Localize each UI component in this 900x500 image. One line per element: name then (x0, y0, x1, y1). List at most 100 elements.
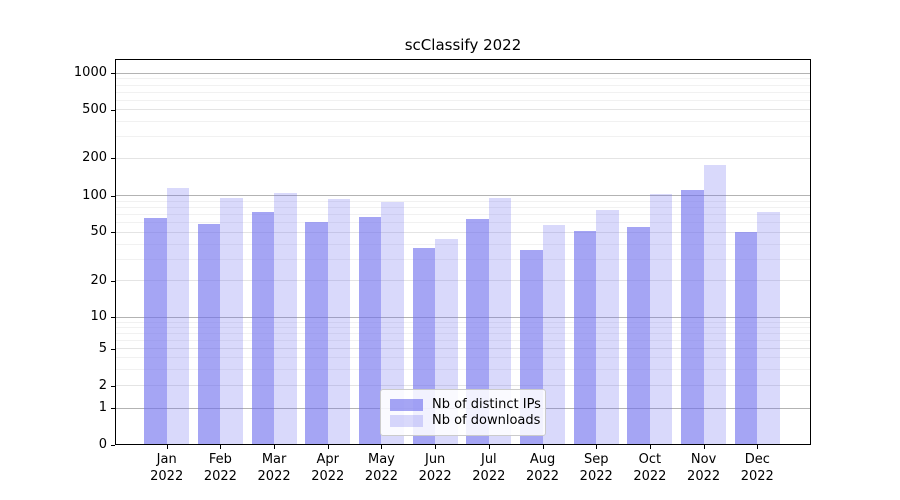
gridline-major-2 (115, 385, 811, 387)
y-tick-label-50: 50 (90, 224, 107, 240)
bar-nov-distinct-ips (681, 189, 704, 445)
gridline-major-100 (115, 195, 811, 197)
bar-mar-downloads (274, 192, 297, 445)
y-tick-label-2: 2 (98, 377, 107, 393)
legend-item-downloads: Nb of downloads (390, 413, 540, 428)
gridline-major-20 (115, 280, 811, 282)
legend-swatch-downloads (390, 414, 423, 427)
bar-jul-downloads (488, 198, 512, 445)
gridline-minor-30 (115, 258, 811, 260)
gridline-major-5 (115, 348, 811, 350)
gridline-minor-700 (115, 91, 811, 93)
y-tick-label-20: 20 (90, 272, 107, 288)
y-tick-mark-100 (111, 195, 115, 197)
legend-label-downloads: Nb of downloads (432, 413, 541, 428)
gridline-major-500 (115, 109, 811, 111)
legend-label-distinct-ips: Nb of distinct IPs (432, 397, 541, 412)
bar-dec-distinct-ips (734, 232, 758, 445)
gridline-major-50 (115, 231, 811, 233)
x-tick-mark-jul (488, 445, 490, 449)
gridline-minor-6 (115, 340, 811, 342)
gridline-minor-900 (115, 78, 811, 80)
y-tick-label-1000: 1000 (73, 65, 107, 81)
bar-feb-downloads (220, 197, 243, 445)
gridline-minor-70 (115, 214, 811, 216)
chart-title: scClassify 2022 (404, 36, 522, 54)
bar-may-downloads (381, 201, 404, 445)
bar-nov-downloads (703, 164, 727, 445)
x-tick-mark-jun (435, 445, 437, 449)
bar-apr-downloads (327, 198, 351, 445)
x-tick-mark-aug (542, 445, 544, 449)
bar-oct-distinct-ips (627, 227, 650, 445)
gridline-minor-80 (115, 206, 811, 208)
y-tick-mark-1000 (111, 73, 115, 75)
gridlines-layer (115, 59, 811, 445)
y-tick-label-5: 5 (98, 340, 107, 356)
bar-aug-downloads (542, 225, 566, 445)
bar-sep-downloads (596, 209, 619, 445)
y-tick-label-10: 10 (90, 309, 107, 325)
bar-sep-distinct-ips (573, 231, 597, 445)
x-tick-label-may: May 2022 (364, 452, 398, 484)
gridline-major-200 (115, 157, 811, 159)
x-tick-label-jul: Jul 2022 (472, 452, 506, 484)
bar-mar-distinct-ips (251, 211, 275, 445)
x-tick-mark-oct (649, 445, 651, 449)
gridline-major-10 (115, 316, 811, 318)
gridline-minor-40 (115, 243, 811, 245)
bar-oct-downloads (649, 193, 673, 445)
gridline-minor-9 (115, 321, 811, 323)
bar-jan-downloads (166, 188, 190, 445)
y-tick-label-100: 100 (82, 187, 107, 203)
y-tick-mark-20 (111, 280, 115, 282)
gridline-minor-3 (115, 368, 811, 370)
x-tick-mark-dec (757, 445, 759, 449)
x-tick-label-feb: Feb 2022 (203, 452, 237, 484)
x-tick-label-oct: Oct 2022 (633, 452, 667, 484)
x-tick-label-apr: Apr 2022 (311, 452, 345, 484)
bar-apr-distinct-ips (305, 221, 328, 445)
y-tick-mark-10 (111, 317, 115, 319)
y-tick-mark-500 (111, 109, 115, 111)
y-tick-mark-1 (111, 408, 115, 410)
gridline-major-1000 (115, 72, 811, 74)
y-tick-mark-2 (111, 385, 115, 387)
x-tick-mark-feb (220, 445, 222, 449)
x-tick-mark-nov (703, 445, 705, 449)
y-tick-label-200: 200 (82, 150, 107, 166)
bar-jan-distinct-ips (144, 217, 167, 445)
x-tick-mark-may (381, 445, 383, 449)
legend-swatch-distinct-ips (390, 398, 423, 411)
y-tick-label-1: 1 (98, 400, 107, 416)
x-tick-label-dec: Dec 2022 (740, 452, 774, 484)
bar-may-distinct-ips (358, 216, 382, 445)
y-tick-mark-50 (111, 232, 115, 234)
gridline-minor-90 (115, 200, 811, 202)
gridline-minor-400 (115, 121, 811, 123)
gridline-minor-4 (115, 357, 811, 359)
x-tick-mark-sep (596, 445, 598, 449)
y-tick-label-0: 0 (98, 437, 107, 452)
legend: Nb of distinct IPs Nb of downloads (380, 389, 546, 436)
legend-item-distinct-ips: Nb of distinct IPs (390, 397, 541, 412)
y-tick-label-500: 500 (82, 101, 107, 117)
x-tick-label-jan: Jan 2022 (150, 452, 184, 484)
x-tick-label-aug: Aug 2022 (525, 452, 560, 484)
gridline-minor-600 (115, 99, 811, 101)
gridline-minor-800 (115, 84, 811, 86)
x-tick-mark-mar (274, 445, 276, 449)
bar-dec-downloads (757, 212, 780, 445)
y-tick-mark-5 (111, 348, 115, 350)
y-tick-mark-200 (111, 158, 115, 160)
gridline-minor-8 (115, 327, 811, 329)
x-tick-mark-apr (327, 445, 329, 449)
x-tick-label-jun: Jun 2022 (418, 452, 452, 484)
gridline-minor-7 (115, 333, 811, 335)
bars-layer (115, 59, 811, 445)
gridline-minor-300 (115, 136, 811, 138)
y-tick-mark-0 (111, 445, 115, 446)
x-tick-label-mar: Mar 2022 (257, 452, 291, 484)
x-tick-label-nov: Nov 2022 (687, 452, 721, 484)
bar-jul-distinct-ips (466, 219, 489, 445)
